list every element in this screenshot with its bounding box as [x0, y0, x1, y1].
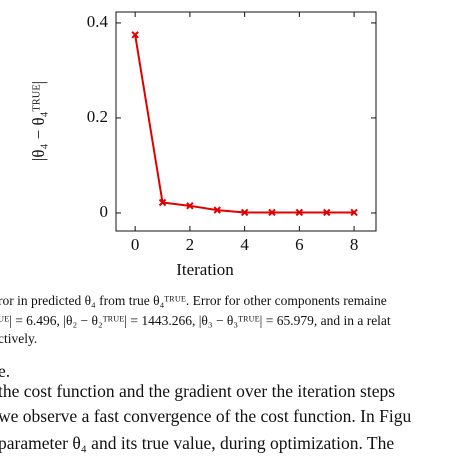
x-tick-label: 8	[350, 235, 359, 254]
body-line: we observe a fast convergence of the cos…	[0, 406, 412, 426]
data-line	[134, 34, 355, 214]
x-tick-label: 6	[295, 235, 304, 254]
x-tick-label: 0	[131, 235, 140, 254]
data-marker	[213, 206, 221, 214]
data-marker	[186, 202, 194, 210]
x-tick-label: 2	[186, 235, 195, 254]
data-marker	[158, 198, 167, 207]
plot-frame	[115, 11, 377, 232]
body-line: parameter θ₄ and its true value, during …	[0, 433, 395, 453]
data-marker	[131, 31, 139, 39]
body-line: e.	[0, 361, 11, 381]
caption-line: ctively.	[0, 331, 38, 346]
y-tick-label: 0	[100, 202, 109, 221]
data-marker	[268, 208, 276, 217]
data-marker	[323, 208, 331, 217]
x-tick-label: 4	[240, 235, 249, 254]
y-axis-label: |θ₄ − θ₄ᵀᴿᵁᴱ|	[29, 81, 48, 161]
data-marker	[240, 208, 249, 217]
y-tick-label: 0.2	[87, 107, 108, 126]
caption-line: ᵁᴱ| = 6.496, |θ₂ − θ₂ᵀᴿᵁᴱ| = 1443.266, |…	[0, 313, 391, 328]
caption-line: ror in predicted θ₄ from true θ₄ᵀᴿᵁᴱ. Er…	[0, 293, 387, 308]
chart: Iteration |θ₄ − θ₄ᵀᴿᵁᴱ| 0 0.2 0.4 0 2 4 6 8	[29, 11, 377, 279]
data-marker	[295, 208, 304, 217]
y-tick-label: 0.4	[87, 12, 109, 31]
body-line: the cost function and the gradient over …	[0, 381, 396, 401]
data-marker	[350, 208, 358, 217]
x-axis-label: Iteration	[176, 260, 234, 279]
